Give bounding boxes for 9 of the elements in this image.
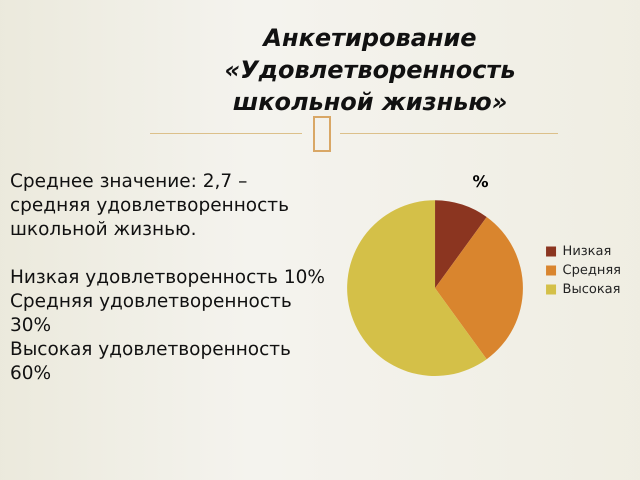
text: Средняя удовлетворенность 30% [10, 290, 293, 338]
legend-label: Высокая [562, 282, 620, 297]
text: Низкая удовлетворенность 10% [10, 266, 326, 290]
legend-label: Средняя [562, 262, 622, 278]
chart-title: Анкетирование «Удовлетворенность школьной жизнью» [223, 23, 517, 118]
text: Среднее значение: 2,7 – средняя удовлетворенность школьной жизнью. [10, 170, 290, 242]
chart-subtitle: % [472, 172, 489, 191]
text: Высокая удовлетворенность 60% [10, 338, 292, 386]
legend-label: Низкая [562, 244, 612, 259]
